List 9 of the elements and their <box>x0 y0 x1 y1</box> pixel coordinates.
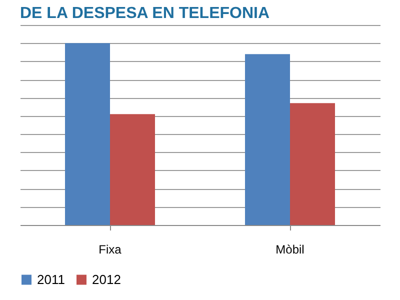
bar <box>245 54 290 225</box>
chart-title: DE LA DESPESA EN TELEFONIA <box>20 5 270 22</box>
bar <box>110 114 155 225</box>
legend-label: 2012 <box>92 272 121 287</box>
legend-label: 2011 <box>37 272 65 287</box>
x-tick-label: Fixa <box>98 242 122 256</box>
bar <box>290 103 335 225</box>
x-tick-label: Mòbil <box>276 242 304 256</box>
bar <box>65 43 110 225</box>
